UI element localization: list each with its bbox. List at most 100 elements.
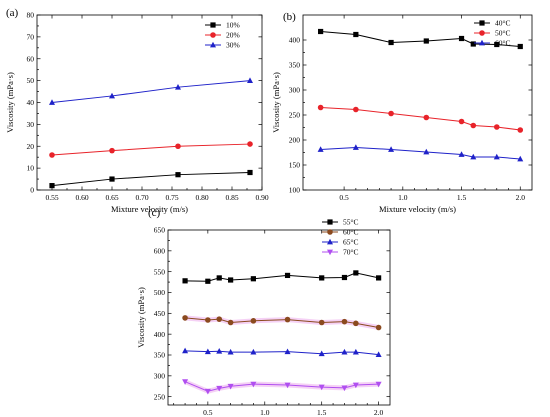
data-point <box>388 110 394 117</box>
legend-label: 20% <box>226 31 240 40</box>
data-point <box>247 169 253 176</box>
x-tick-label: 1.0 <box>398 193 408 202</box>
data-point <box>205 278 211 284</box>
y-axis-title: Viscosity (mPa·s) <box>5 72 15 133</box>
data-point <box>318 319 325 326</box>
data-point <box>250 318 257 324</box>
data-point <box>493 124 500 130</box>
data-point <box>182 347 189 354</box>
data-point <box>250 276 256 282</box>
data-point <box>470 122 477 129</box>
y-tick-label: 20 <box>27 142 35 151</box>
series-line <box>185 272 379 282</box>
panel-c: (c) 0.5 1.0 1.5 2.0 250 300 350 400 450 500 550 600 6… <box>136 207 391 417</box>
legend-label: 70°C <box>343 248 359 257</box>
data-point <box>247 77 253 84</box>
x-tick-label: 0.70 <box>135 193 148 202</box>
x-tick-label: 0.60 <box>75 193 88 202</box>
data-point <box>352 348 359 355</box>
data-point <box>227 383 234 390</box>
data-point <box>109 92 115 99</box>
data-point <box>284 316 291 323</box>
data-point <box>175 172 181 178</box>
data-point <box>318 350 325 357</box>
legend-marker <box>210 22 216 28</box>
data-point <box>109 176 115 182</box>
panel-label: (c) <box>148 207 161 219</box>
data-point <box>317 146 324 152</box>
series-line <box>320 31 521 47</box>
data-point <box>376 275 382 281</box>
data-point <box>458 35 465 42</box>
data-point <box>318 384 325 391</box>
data-point <box>317 104 324 111</box>
data-point <box>470 41 476 47</box>
data-point <box>204 348 211 355</box>
y-tick-label: 250 <box>289 111 301 120</box>
data-point <box>388 39 394 46</box>
plot-frame <box>167 229 391 406</box>
x-tick-label: 1.5 <box>317 408 327 417</box>
series-20% <box>49 141 253 158</box>
y-axis-title: Viscosity (mPa·s) <box>271 72 281 133</box>
series-60°C <box>182 315 382 331</box>
x-tick-label: 1.0 <box>260 408 270 417</box>
legend-label: 60°C <box>495 39 511 48</box>
x-tick-label: 0.80 <box>195 193 208 202</box>
x-axis-title: Mixture velocity (m/s) <box>379 204 456 214</box>
data-point <box>388 146 395 152</box>
y-tick-label: 350 <box>289 61 301 70</box>
x-tick-label: 0.90 <box>255 193 268 202</box>
data-point <box>517 127 524 133</box>
y-tick-label: 500 <box>154 288 166 297</box>
y-tick-label: 150 <box>289 161 301 170</box>
y-tick-label: 400 <box>154 330 166 339</box>
data-point <box>227 348 234 355</box>
data-point <box>458 151 465 157</box>
panel-label: (b) <box>283 11 296 23</box>
data-point <box>423 38 429 44</box>
legend-label: 55°C <box>343 218 359 227</box>
panel-a: (a) 0.55 0.60 0.65 0.70 0.75 0.80 0.85 0.90 0 10 20… <box>5 7 269 214</box>
data-point <box>470 153 477 160</box>
data-point <box>284 272 291 279</box>
data-point <box>228 277 234 283</box>
data-point <box>353 270 359 276</box>
y-tick-label: 30 <box>27 120 35 129</box>
data-point <box>247 141 253 147</box>
error-band <box>185 379 379 394</box>
series-line <box>51 80 251 103</box>
data-point <box>49 183 55 189</box>
x-tick-label: 0.5 <box>203 408 213 417</box>
series-line <box>185 350 379 356</box>
series-10% <box>49 169 253 189</box>
legend-marker <box>479 39 485 46</box>
series-line <box>320 146 521 160</box>
x-tick-label: 2.0 <box>516 193 526 202</box>
x-tick-label: 0.85 <box>225 193 238 202</box>
data-point <box>250 381 257 388</box>
y-tick-label: 0 <box>30 186 34 195</box>
data-point <box>109 147 115 154</box>
panel-b: (b) 0.5 1.0 1.5 2.0 100 150 200 250 300 350 400 Mixt… <box>271 11 533 214</box>
data-point <box>216 275 222 281</box>
data-point <box>353 320 359 327</box>
data-point <box>341 348 348 355</box>
data-point <box>250 348 257 355</box>
data-point <box>375 324 382 331</box>
data-point <box>216 316 223 322</box>
x-tick-label: 0.75 <box>165 193 178 202</box>
legend-marker <box>479 20 485 26</box>
legend-marker <box>327 219 333 225</box>
series-line <box>185 317 379 328</box>
data-point <box>182 315 188 321</box>
data-point <box>493 153 500 160</box>
y-tick-label: 70 <box>27 32 35 41</box>
data-point <box>175 83 181 90</box>
y-tick-label: 600 <box>154 246 166 255</box>
data-point <box>352 382 359 389</box>
data-point <box>353 31 359 38</box>
data-point <box>284 348 291 355</box>
data-point <box>423 114 430 121</box>
legend-label: 50°C <box>495 29 511 38</box>
